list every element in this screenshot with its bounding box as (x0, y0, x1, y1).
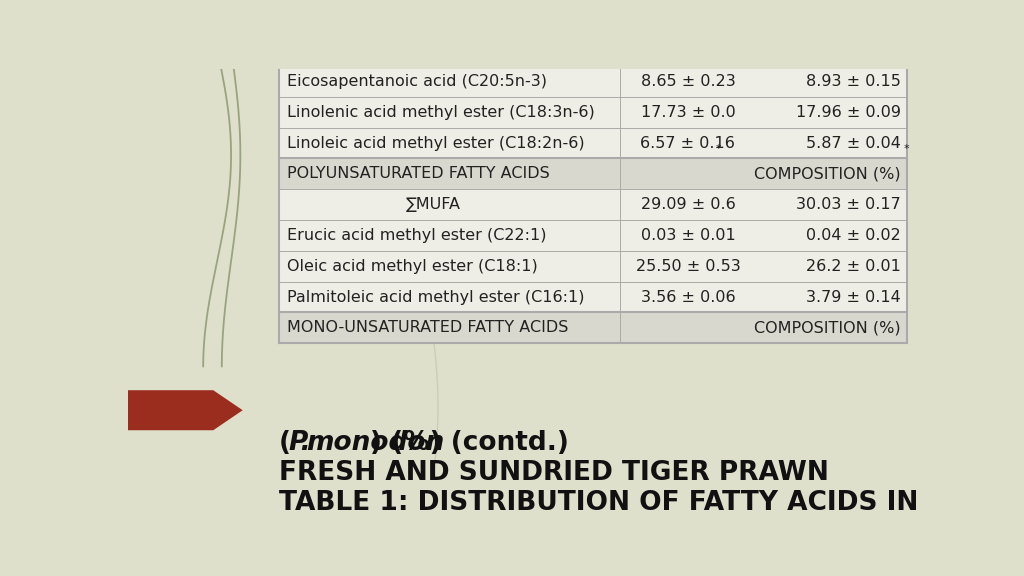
Text: monodon: monodon (306, 430, 444, 456)
Text: Palmitoleic acid methyl ester (C16:1): Palmitoleic acid methyl ester (C16:1) (287, 290, 585, 305)
Text: ) (%) (contd.): ) (%) (contd.) (371, 430, 569, 456)
Text: 30.03 ± 0.17: 30.03 ± 0.17 (796, 197, 901, 212)
Text: Eicosapentanoic acid (C20:5n-3): Eicosapentanoic acid (C20:5n-3) (287, 74, 547, 89)
Text: Linoleic acid methyl ester (C18:2n-6): Linoleic acid methyl ester (C18:2n-6) (287, 135, 585, 150)
Text: 0.04 ± 0.02: 0.04 ± 0.02 (806, 228, 901, 243)
Bar (280, 158, 907, 190)
Text: 17.96 ± 0.09: 17.96 ± 0.09 (796, 105, 901, 120)
Text: POLYUNSATURATED FATTY ACIDS: POLYUNSATURATED FATTY ACIDS (287, 166, 550, 181)
Bar (280, 128, 907, 158)
Bar (280, 220, 907, 251)
Text: (: ( (280, 430, 291, 456)
Text: 3.56 ± 0.06: 3.56 ± 0.06 (641, 290, 735, 305)
Text: 3.79 ± 0.14: 3.79 ± 0.14 (806, 290, 901, 305)
Text: Oleic acid methyl ester (C18:1): Oleic acid methyl ester (C18:1) (287, 259, 538, 274)
Text: 25.50 ± 0.53: 25.50 ± 0.53 (636, 259, 740, 274)
Text: 5.87 ± 0.04: 5.87 ± 0.04 (806, 135, 901, 150)
Text: 17.73 ± 0.0: 17.73 ± 0.0 (641, 105, 735, 120)
Text: ∑MUFA: ∑MUFA (407, 197, 461, 212)
Text: Erucic acid methyl ester (C22:1): Erucic acid methyl ester (C22:1) (287, 228, 547, 243)
Text: 29.09 ± 0.6: 29.09 ± 0.6 (641, 197, 735, 212)
Text: *: * (904, 143, 909, 154)
Text: COMPOSITION (%): COMPOSITION (%) (754, 166, 901, 181)
Text: 8.93 ± 0.15: 8.93 ± 0.15 (806, 74, 901, 89)
Bar (280, 312, 907, 343)
Text: P.: P. (288, 430, 311, 456)
Polygon shape (128, 390, 243, 430)
Bar (280, 190, 907, 220)
Text: 6.57 ± 0.16: 6.57 ± 0.16 (640, 135, 735, 150)
Text: MONO-UNSATURATED FATTY ACIDS: MONO-UNSATURATED FATTY ACIDS (287, 320, 568, 335)
Bar (280, 251, 907, 282)
Text: Linolenic acid methyl ester (C18:3n-6): Linolenic acid methyl ester (C18:3n-6) (287, 105, 595, 120)
Text: 26.2 ± 0.01: 26.2 ± 0.01 (806, 259, 901, 274)
Text: 8.65 ± 0.23: 8.65 ± 0.23 (641, 74, 735, 89)
Bar (280, 97, 907, 128)
Text: 0.03 ± 0.01: 0.03 ± 0.01 (641, 228, 735, 243)
Bar (280, 66, 907, 97)
Text: *: * (716, 143, 721, 154)
Bar (280, 282, 907, 312)
Text: COMPOSITION (%): COMPOSITION (%) (754, 320, 901, 335)
Text: TABLE 1: DISTRIBUTION OF FATTY ACIDS IN: TABLE 1: DISTRIBUTION OF FATTY ACIDS IN (280, 490, 919, 516)
Text: FRESH AND SUNDRIED TIGER PRAWN: FRESH AND SUNDRIED TIGER PRAWN (280, 460, 829, 486)
